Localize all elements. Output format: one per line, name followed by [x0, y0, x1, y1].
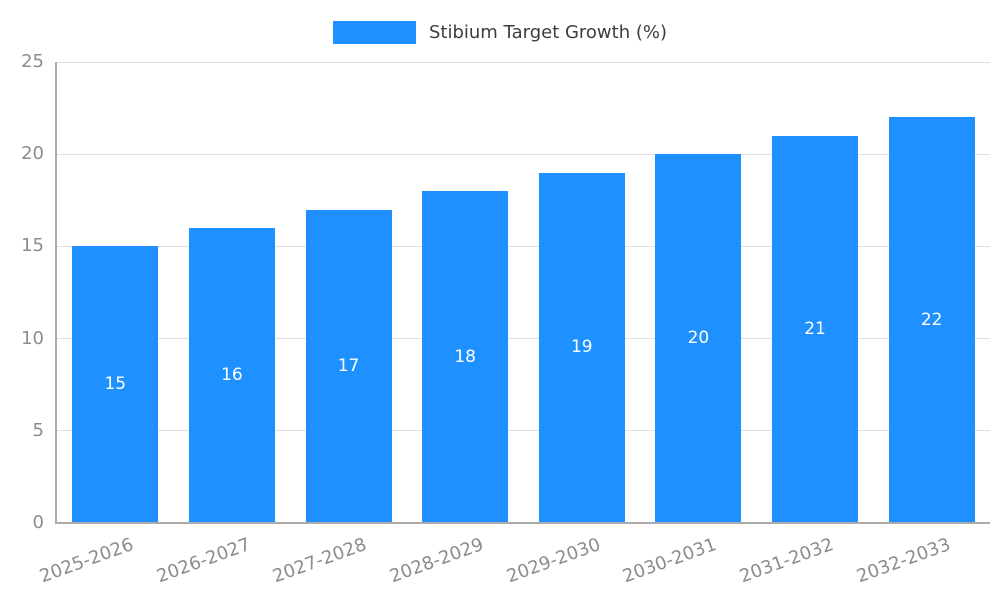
bar-2026-2027: 16: [188, 227, 275, 522]
x-axis-tick-label: 2031-2032: [736, 534, 837, 588]
y-axis-tick-label: 10: [21, 327, 44, 349]
y-axis-tick-label: 20: [21, 143, 44, 165]
bar-2028-2029: 18: [422, 191, 509, 522]
bar-value-label: 15: [104, 374, 127, 395]
bar-2025-2026: 15: [72, 246, 159, 522]
x-axis-tick-label: 2028-2029: [386, 534, 487, 588]
x-axis-tick-label: 2026-2027: [153, 534, 254, 588]
gridline: [57, 245, 990, 247]
bar-value-label: 21: [804, 318, 826, 339]
bar-value-label: 19: [570, 337, 593, 358]
legend-label: Stibium Target Growth (%): [428, 21, 667, 43]
x-axis-line: [55, 522, 990, 524]
bar-value-label: 16: [221, 364, 243, 385]
bar-2030-2031: 20: [655, 154, 742, 522]
gridline: [57, 430, 990, 432]
x-axis-tick-label: 2032-2033: [853, 534, 953, 588]
bar-value-label: 20: [687, 328, 710, 349]
y-axis-tick-label: 25: [21, 51, 44, 72]
chart-legend: Stibium Target Growth (%): [0, 16, 1000, 48]
bar-value-label: 18: [454, 346, 476, 367]
y-axis-tick-label: 0: [32, 512, 44, 533]
bar-2029-2030: 19: [538, 172, 625, 522]
x-axis-tick-label: 2030-2031: [620, 534, 720, 588]
gridline: [57, 61, 990, 63]
legend-swatch: [332, 20, 416, 44]
x-axis-tick-label: 2029-2030: [503, 534, 603, 588]
x-axis-tick-label: 2025-2026: [37, 534, 137, 588]
x-axis-tick-label: 2027-2028: [270, 534, 370, 588]
gridline: [57, 153, 990, 155]
bar-value-label: 17: [337, 355, 360, 376]
bar-2032-2033: 22: [888, 117, 975, 522]
y-axis-tick-label: 5: [32, 419, 44, 441]
bar-value-label: 22: [920, 309, 943, 330]
bar-2027-2028: 17: [305, 209, 392, 522]
y-axis-line: [55, 62, 57, 523]
gridline: [57, 338, 990, 340]
bar-2031-2032: 21: [772, 135, 859, 522]
y-axis-tick-label: 15: [21, 235, 44, 257]
